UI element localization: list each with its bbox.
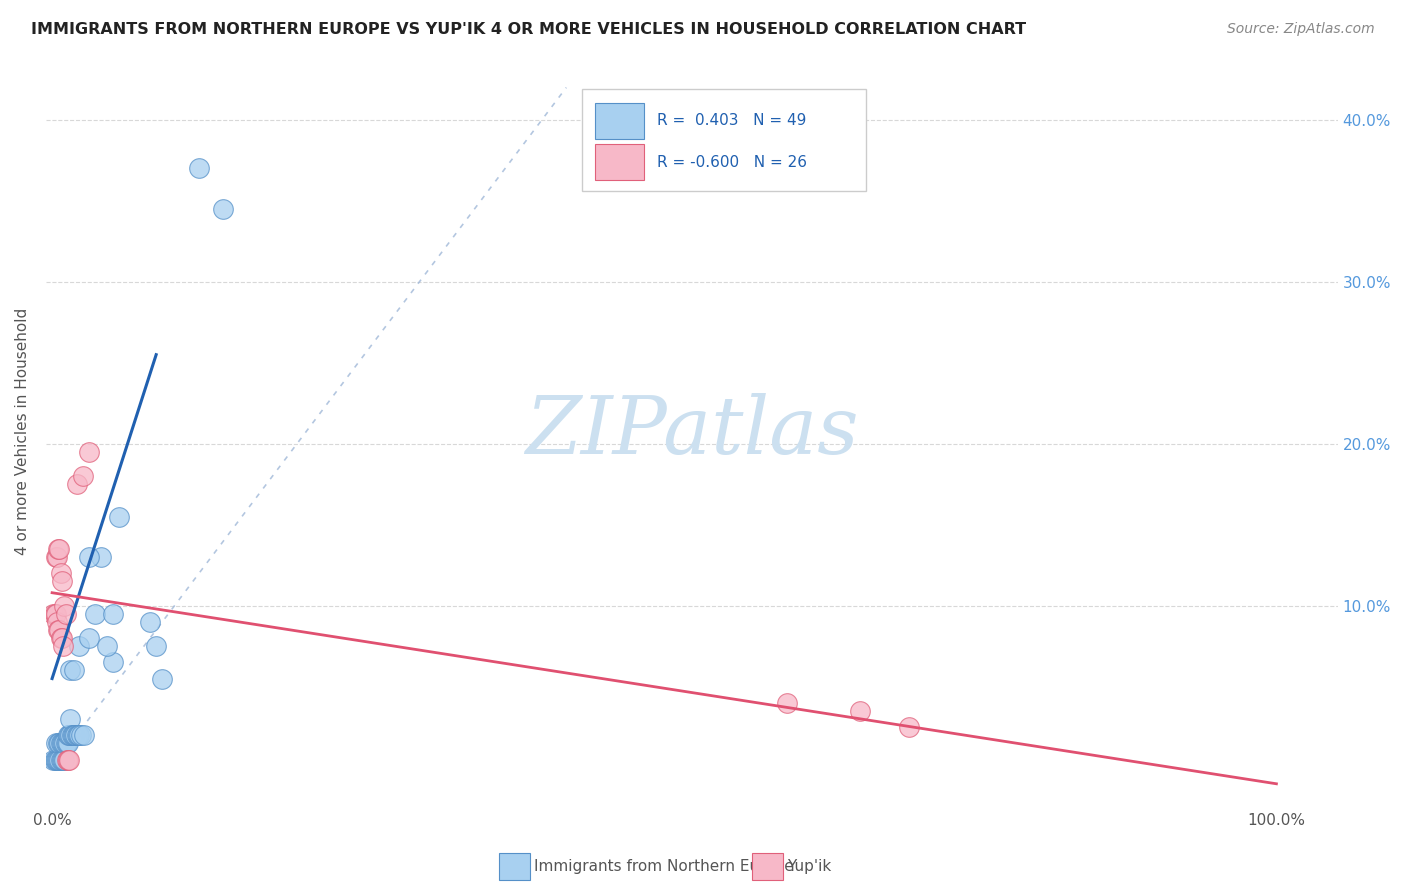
Y-axis label: 4 or more Vehicles in Household: 4 or more Vehicles in Household — [15, 308, 30, 555]
Point — [53, 599, 76, 613]
Point — [776, 696, 799, 710]
Text: IMMIGRANTS FROM NORTHERN EUROPE VS YUP'IK 4 OR MORE VEHICLES IN HOUSEHOLD CORREL: IMMIGRANTS FROM NORTHERN EUROPE VS YUP'I… — [31, 22, 1026, 37]
Point — [59, 728, 82, 742]
Point — [49, 566, 72, 581]
Point — [77, 631, 100, 645]
Point — [46, 736, 69, 750]
Point — [44, 607, 66, 621]
Point — [72, 469, 94, 483]
Point — [42, 607, 65, 621]
Point — [103, 607, 125, 621]
Point — [59, 664, 82, 678]
Point — [103, 656, 125, 670]
Point — [77, 550, 100, 565]
Point — [63, 664, 86, 678]
Point — [55, 607, 77, 621]
Point — [150, 672, 173, 686]
Point — [49, 631, 72, 645]
Point — [65, 728, 87, 742]
Point — [42, 752, 65, 766]
Point — [52, 752, 75, 766]
Point — [51, 631, 73, 645]
Point — [45, 752, 67, 766]
Point — [108, 509, 131, 524]
FancyBboxPatch shape — [595, 103, 644, 139]
Point — [65, 477, 87, 491]
Point — [48, 541, 70, 556]
Text: Immigrants from Northern Europe: Immigrants from Northern Europe — [534, 859, 794, 873]
Point — [90, 550, 112, 565]
Point — [45, 607, 67, 621]
Point — [46, 752, 69, 766]
Point — [53, 752, 76, 766]
Point — [55, 736, 77, 750]
Point — [65, 728, 87, 742]
Point — [63, 728, 86, 742]
Point — [60, 728, 83, 742]
Text: Source: ZipAtlas.com: Source: ZipAtlas.com — [1227, 22, 1375, 37]
Point — [849, 704, 872, 718]
Point — [51, 574, 73, 589]
Point — [56, 728, 79, 742]
Point — [77, 445, 100, 459]
Point — [62, 728, 84, 742]
Point — [48, 623, 70, 637]
Point — [58, 752, 80, 766]
Text: R =  0.403   N = 49: R = 0.403 N = 49 — [657, 113, 806, 128]
Point — [49, 736, 72, 750]
Point — [52, 736, 75, 750]
Point — [56, 752, 79, 766]
Point — [52, 639, 75, 653]
Point — [56, 736, 79, 750]
FancyBboxPatch shape — [595, 144, 644, 180]
Point — [46, 541, 69, 556]
Point — [45, 736, 67, 750]
Point — [59, 712, 82, 726]
Point — [51, 752, 73, 766]
Point — [48, 752, 70, 766]
Point — [212, 202, 235, 216]
Point — [73, 728, 96, 742]
Point — [84, 607, 107, 621]
Point — [49, 752, 72, 766]
Text: Yup'ik: Yup'ik — [787, 859, 831, 873]
Text: ZIPatlas: ZIPatlas — [524, 392, 859, 470]
Point — [67, 639, 90, 653]
Point — [46, 623, 69, 637]
Point — [56, 736, 79, 750]
Point — [96, 639, 118, 653]
Point — [53, 736, 76, 750]
Point — [48, 736, 70, 750]
Point — [70, 728, 93, 742]
Point — [145, 639, 167, 653]
Point — [44, 752, 66, 766]
Point — [46, 550, 69, 565]
Point — [51, 736, 73, 750]
Point — [58, 728, 80, 742]
Point — [188, 161, 211, 176]
Point — [67, 728, 90, 742]
Point — [45, 550, 67, 565]
Text: R = -0.600   N = 26: R = -0.600 N = 26 — [657, 154, 807, 169]
Point — [139, 615, 162, 629]
Point — [46, 615, 69, 629]
Point — [46, 752, 69, 766]
FancyBboxPatch shape — [582, 89, 866, 191]
Point — [66, 728, 89, 742]
Point — [898, 720, 921, 734]
Point — [56, 752, 79, 766]
